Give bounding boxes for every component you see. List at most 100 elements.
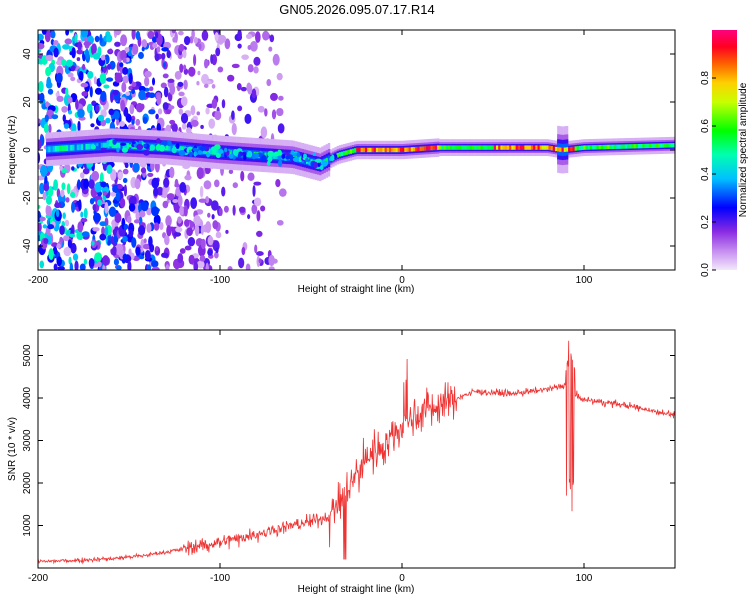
spectrogram-band-core — [485, 145, 488, 150]
spectrogram-noise-blob — [269, 34, 275, 43]
spectrogram-band-core — [471, 145, 475, 150]
spectrogram-band-core — [364, 147, 368, 153]
spectrogram-band-core — [463, 145, 466, 150]
spectrogram-band-core — [530, 145, 534, 150]
spectrogram-noise-blob — [123, 223, 129, 230]
spectrogram-x-tick-label: -200 — [28, 275, 48, 286]
spectrogram-noise-blob — [270, 92, 278, 101]
spectrogram-noise-blob — [78, 70, 84, 81]
spectrogram-noise-blob — [99, 233, 107, 241]
spectrogram-band-core — [583, 145, 586, 150]
spectrogram-band-core — [445, 145, 449, 150]
spectrogram-noise-blob — [113, 110, 120, 120]
spectrogram-band-blob — [317, 162, 321, 167]
spectrogram-band-core — [351, 148, 355, 154]
spectrogram-noise-blob — [138, 89, 146, 101]
spectrogram-noise-blob — [126, 215, 132, 224]
spectrogram-noise-blob — [151, 177, 160, 189]
snr-x-tick-label: 0 — [399, 573, 405, 584]
spectrogram-noise-blob — [56, 95, 64, 102]
spectrogram-noise-blob — [247, 44, 252, 51]
spectrogram-noise-blob — [132, 162, 140, 173]
spectrogram-band-core — [500, 145, 503, 150]
spectrogram-band-core — [347, 149, 350, 155]
spectrogram-noise-blob — [166, 225, 172, 237]
spectrogram-noise-blob — [108, 108, 115, 116]
spectrogram-noise-blob — [171, 123, 178, 133]
spectrogram-band-core — [504, 145, 508, 150]
spectrogram-noise-blob — [83, 247, 88, 253]
spectrogram-noise-blob — [182, 64, 187, 71]
figure-title: GN05.2026.095.07.17.R14 — [279, 2, 434, 17]
spectrogram-noise-blob — [93, 76, 97, 85]
spectrogram-noise-blob — [65, 59, 74, 67]
spectrogram-noise-blob — [76, 49, 84, 55]
spectrogram-noise-blob — [163, 177, 170, 188]
spectrogram-y-tick-label: 20 — [22, 96, 33, 108]
spectrogram-band-blob — [100, 147, 107, 151]
spectrogram-noise-blob — [246, 82, 252, 93]
spectrogram-band-core — [74, 144, 77, 151]
spectrogram-noise-blob — [183, 79, 188, 90]
spectrogram-noise-blob — [38, 175, 45, 181]
spectrogram-noise-blob — [225, 229, 229, 234]
spectrogram-noise-blob — [135, 210, 140, 221]
spectrogram-noise-blob — [135, 246, 141, 256]
spectrogram-noise-blob — [184, 219, 190, 227]
spectrogram-noise-blob — [164, 235, 170, 246]
spectrogram-y-label: Frequency (Hz) — [7, 116, 18, 185]
spectrogram-band-core — [631, 144, 634, 149]
spectrogram-band-core — [207, 148, 211, 155]
spectrogram-band-core — [491, 145, 495, 150]
spectrogram-noise-blob — [212, 220, 219, 230]
spectrogram-noise-blob — [191, 30, 195, 40]
spectrogram-band-core — [537, 145, 540, 150]
spectrogram-noise-blob — [122, 235, 128, 243]
spectrogram-band-core — [609, 144, 612, 150]
spectrogram-noise-blob — [110, 92, 114, 103]
spectrogram-noise-blob — [256, 230, 263, 238]
spectrogram-band-core — [576, 146, 580, 151]
spectrogram-noise-blob — [53, 47, 59, 58]
spectrogram-noise-blob — [131, 118, 135, 125]
spectrogram-band-blob — [166, 140, 172, 147]
spectrogram-band-core — [526, 145, 529, 150]
spectrogram-band-core — [581, 145, 584, 150]
spectrogram-noise-blob — [59, 165, 63, 171]
spectrogram-band-core — [461, 145, 464, 150]
spectrogram-noise-blob — [83, 41, 92, 47]
spectrogram-noise-blob — [162, 73, 169, 79]
spectrogram-noise-blob — [196, 111, 201, 116]
spectrogram-band-core — [67, 145, 71, 151]
spectrogram-band-core — [493, 145, 497, 150]
spectrogram-band-core — [666, 143, 669, 148]
spectrogram-noise-blob — [238, 206, 246, 213]
spectrogram-noise-blob — [253, 181, 262, 186]
spectrogram-band-core — [644, 143, 647, 149]
spectrogram-noise-blob — [131, 81, 137, 88]
spectrogram-noise-blob — [94, 181, 102, 193]
spectrogram-noise-blob — [64, 38, 73, 45]
spectrogram-noise-blob — [67, 72, 74, 78]
spectrogram-noise-blob — [271, 109, 277, 120]
spectrogram-noise-blob — [276, 72, 283, 81]
spectrogram-band-core — [454, 145, 457, 150]
spectrogram-noise-blob — [152, 42, 158, 49]
spectrogram-noise-blob — [106, 63, 112, 70]
spectrogram-band-core — [50, 146, 53, 152]
spectrogram-band-core — [627, 144, 630, 149]
spectrogram-noise-blob — [151, 77, 156, 86]
spectrogram-band-core — [214, 149, 217, 155]
spectrogram-band-core — [557, 147, 560, 152]
spectrogram-band-core — [578, 145, 582, 151]
spectrogram-band-core — [624, 144, 628, 149]
snr-series-line — [38, 340, 675, 565]
spectrogram-band-core — [629, 144, 632, 149]
spectrogram-noise-blob — [124, 47, 130, 53]
spectrogram-noise-blob — [133, 219, 140, 224]
spectrogram-noise-blob — [38, 43, 45, 50]
spectrogram-noise-blob — [182, 49, 187, 59]
spectrogram-noise-blob — [135, 118, 141, 126]
spectrogram-noise-blob — [172, 198, 179, 203]
spectrogram-noise-blob — [77, 41, 82, 52]
